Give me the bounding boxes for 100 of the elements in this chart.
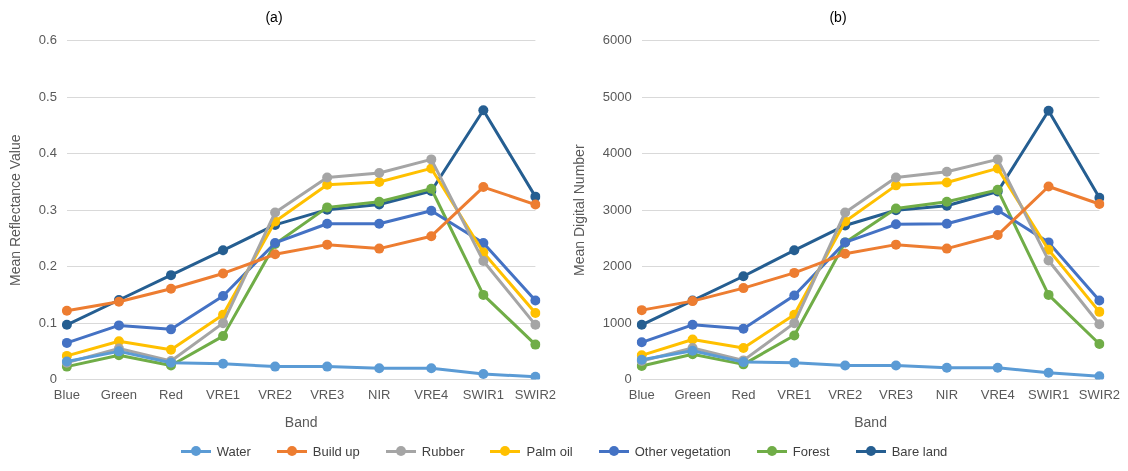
point (218, 268, 229, 279)
point (426, 154, 437, 165)
point (941, 196, 952, 207)
point (941, 218, 952, 229)
x-axis-title: Band (284, 414, 318, 431)
y-tick-label: 2000 (602, 258, 632, 274)
point (789, 357, 800, 368)
y-tick-label: 0.4 (38, 145, 57, 161)
y-tick-label: 1000 (602, 314, 632, 330)
point (992, 205, 1003, 216)
y-tick-label: 0.6 (38, 32, 57, 48)
x-tick-label: Red (159, 386, 183, 402)
x-tick-label: VRE1 (777, 386, 812, 402)
point (992, 154, 1003, 165)
point (374, 363, 385, 374)
point (218, 245, 229, 256)
y-tick-label: 4000 (602, 145, 632, 161)
point (1043, 255, 1054, 266)
y-axis-title: Mean Reflectance Value (7, 134, 24, 286)
point (530, 307, 541, 318)
point (530, 199, 541, 210)
point (687, 319, 698, 330)
point (218, 318, 229, 329)
chart-title: (a) (265, 9, 283, 26)
x-tick-label: SWIR1 (462, 386, 504, 402)
y-tick-label: 0.3 (38, 201, 57, 217)
point (789, 330, 800, 341)
point (738, 323, 749, 334)
x-tick-label: VRE1 (206, 386, 241, 402)
point (1094, 295, 1105, 306)
point (530, 295, 541, 306)
point (270, 361, 281, 372)
point (891, 360, 901, 371)
x-tick-label: SWIR1 (1027, 386, 1070, 402)
point (530, 339, 541, 350)
point (1094, 371, 1105, 380)
point (165, 324, 176, 335)
point (113, 320, 124, 331)
point (738, 342, 749, 353)
point (1094, 319, 1105, 330)
y-tick-label: 3000 (602, 201, 632, 217)
point (941, 362, 952, 373)
point (530, 319, 541, 330)
point (61, 319, 72, 330)
point (941, 166, 952, 177)
point (374, 176, 385, 187)
y-axis-title: Mean Digital Number (571, 144, 588, 276)
point (840, 207, 851, 218)
x-tick-label: SWIR2 (514, 386, 556, 402)
point (1094, 339, 1105, 350)
point (891, 239, 901, 250)
legend-label: Bare land (891, 443, 948, 459)
point (478, 182, 489, 193)
point (374, 243, 385, 254)
point (322, 361, 333, 372)
x-tick-label: SWIR2 (1078, 386, 1120, 402)
point (789, 245, 800, 256)
point (1043, 105, 1054, 116)
x-tick-label: NIR (935, 386, 959, 402)
point (61, 337, 72, 348)
point (1043, 181, 1054, 192)
x-tick-label: Green (100, 386, 137, 402)
point (165, 344, 176, 355)
point (992, 230, 1003, 241)
x-tick-label: Blue (628, 386, 655, 402)
x-tick-label: VRE3 (310, 386, 345, 402)
x-axis-title: Band (854, 414, 887, 431)
point (840, 360, 851, 371)
point (789, 290, 800, 301)
point (374, 218, 385, 229)
x-tick-label: Blue (53, 386, 80, 402)
point (270, 249, 281, 260)
point (322, 239, 333, 250)
y-tick-label: 0.2 (38, 258, 57, 274)
point (218, 331, 229, 342)
x-tick-label: VRE2 (258, 386, 293, 402)
point (426, 205, 437, 216)
point (1043, 367, 1054, 378)
point (738, 283, 749, 294)
point (789, 318, 800, 329)
legend-label: Build up (312, 443, 360, 459)
x-tick-label: VRE4 (414, 386, 449, 402)
y-tick-label: 6000 (602, 32, 632, 48)
x-tick-label: Red (731, 386, 756, 402)
chart-title: (b) (829, 9, 847, 26)
point (426, 363, 437, 374)
point (478, 105, 489, 116)
point (374, 167, 385, 178)
legend-label: Forest (792, 443, 830, 459)
y-tick-label: 0.5 (38, 88, 57, 104)
point (478, 368, 489, 379)
point (165, 283, 176, 294)
y-tick-label: 0 (49, 371, 57, 387)
legend-label: Other vegetation (634, 443, 731, 459)
y-tick-label: 0.1 (38, 314, 57, 330)
point (61, 305, 72, 316)
point (738, 271, 749, 282)
point (322, 172, 333, 183)
point (941, 177, 952, 188)
x-tick-label: VRE2 (828, 386, 863, 402)
